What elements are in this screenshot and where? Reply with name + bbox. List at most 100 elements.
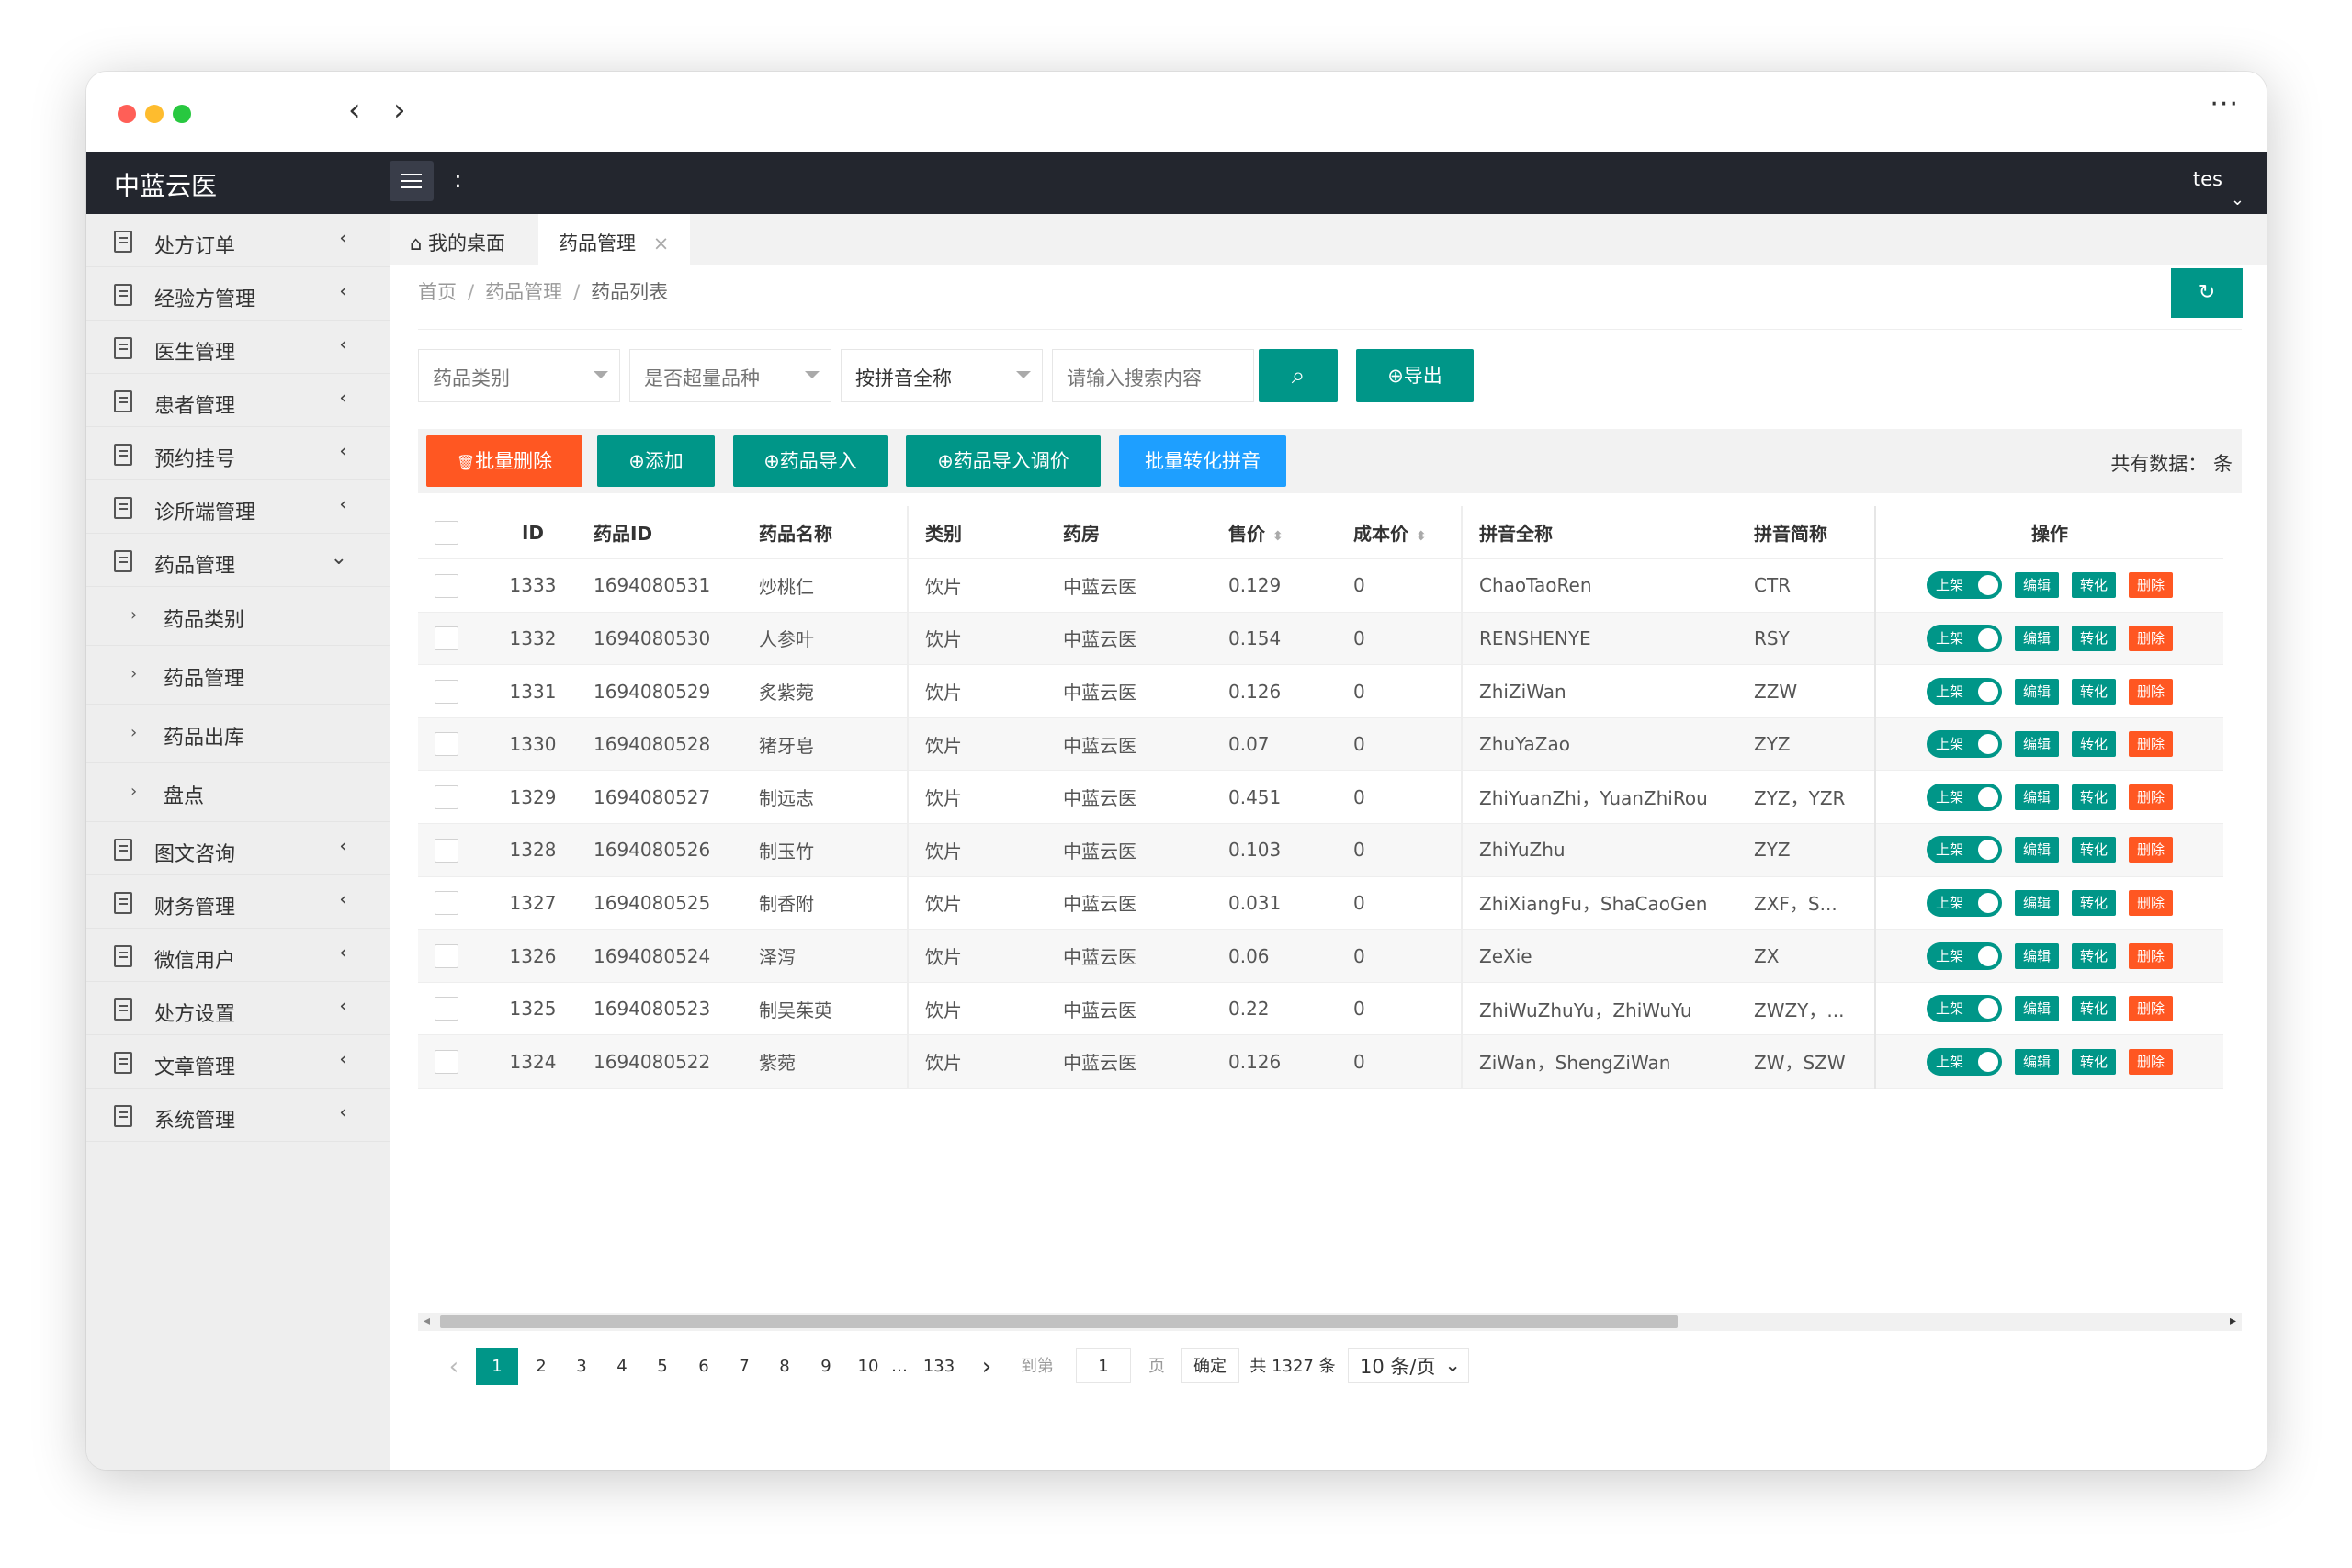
import-button[interactable]: ⊕药品导入 xyxy=(733,435,888,487)
sidebar-item-clinic-management[interactable]: 诊所端管理 ‹ xyxy=(86,480,390,534)
delete-button[interactable]: 删除 xyxy=(2129,731,2174,758)
header-category[interactable]: 类别 xyxy=(907,506,1046,560)
on-shelf-toggle[interactable]: 上架 xyxy=(1926,783,2002,811)
page-link[interactable]: 10 xyxy=(857,1357,879,1376)
edit-button[interactable]: 编辑 xyxy=(2014,625,2059,651)
page-link[interactable]: 5 xyxy=(657,1357,668,1376)
on-shelf-toggle[interactable]: 上架 xyxy=(1926,942,2002,970)
export-button[interactable]: ⊕导出 xyxy=(1356,349,1474,402)
convert-button[interactable]: 转化 xyxy=(2071,837,2116,863)
edit-button[interactable]: 编辑 xyxy=(2014,784,2059,810)
page-size-select[interactable]: 10 条/页 ⌄ xyxy=(1348,1348,1469,1383)
page-link[interactable]: 8 xyxy=(779,1357,790,1376)
delete-button[interactable]: 删除 xyxy=(2129,889,2174,916)
breadcrumb-home[interactable]: 首页 xyxy=(418,281,457,303)
header-drug-id[interactable]: 药品ID xyxy=(577,506,742,560)
convert-button[interactable]: 转化 xyxy=(2071,678,2116,705)
delete-button[interactable]: 删除 xyxy=(2129,678,2174,705)
delete-button[interactable]: 删除 xyxy=(2129,1048,2174,1075)
header-cost[interactable]: 成本价 ⬍ xyxy=(1337,506,1462,560)
category-select[interactable]: 药品类别 xyxy=(418,349,620,402)
prev-page-icon[interactable]: ‹ xyxy=(448,1353,459,1381)
forward-arrow-icon[interactable]: › xyxy=(393,92,406,129)
scroll-left-icon[interactable]: ◂ xyxy=(424,1314,431,1328)
delete-button[interactable]: 删除 xyxy=(2129,784,2174,810)
edit-button[interactable]: 编辑 xyxy=(2014,942,2059,969)
more-options-icon[interactable]: ··· xyxy=(2210,88,2239,120)
edit-button[interactable]: 编辑 xyxy=(2014,731,2059,758)
sidebar-subitem-inventory[interactable]: › 盘点 xyxy=(86,763,390,822)
row-checkbox[interactable] xyxy=(418,1034,489,1089)
edit-button[interactable]: 编辑 xyxy=(2014,889,2059,916)
page-link[interactable]: 9 xyxy=(820,1357,831,1376)
page-current[interactable]: 1 xyxy=(476,1348,518,1385)
page-link[interactable]: 7 xyxy=(739,1357,750,1376)
on-shelf-toggle[interactable]: 上架 xyxy=(1926,888,2002,917)
next-page-icon[interactable]: › xyxy=(981,1353,992,1381)
batch-delete-button[interactable]: 🗑批量删除 xyxy=(426,435,582,487)
header-pinyin-short[interactable]: 拼音简称 xyxy=(1737,506,1875,560)
header-drug-name[interactable]: 药品名称 xyxy=(742,506,908,560)
scrollbar-thumb[interactable] xyxy=(440,1315,1678,1328)
header-pinyin-full[interactable]: 拼音全称 xyxy=(1461,506,1737,560)
header-pharmacy[interactable]: 药房 xyxy=(1046,506,1212,560)
page-link-last[interactable]: 133 xyxy=(922,1357,956,1376)
convert-button[interactable]: 转化 xyxy=(2071,942,2116,969)
horizontal-scrollbar[interactable]: ◂ ▸ xyxy=(418,1313,2242,1331)
edit-button[interactable]: 编辑 xyxy=(2014,1048,2059,1075)
convert-button[interactable]: 转化 xyxy=(2071,889,2116,916)
row-checkbox[interactable] xyxy=(418,876,489,931)
close-window-dot[interactable] xyxy=(118,105,136,123)
maximize-window-dot[interactable] xyxy=(173,105,191,123)
sidebar-item-prescription-orders[interactable]: 处方订单 ‹ xyxy=(86,214,390,267)
sidebar-subitem-drug-category[interactable]: › 药品类别 xyxy=(86,587,390,646)
on-shelf-toggle[interactable]: 上架 xyxy=(1926,677,2002,705)
page-link[interactable]: 6 xyxy=(698,1357,709,1376)
overdose-select[interactable]: 是否超量品种 xyxy=(629,349,831,402)
sidebar-item-system[interactable]: 系统管理 ‹ xyxy=(86,1089,390,1142)
sort-icon[interactable]: ⬍ xyxy=(1272,529,1283,545)
back-arrow-icon[interactable]: ‹ xyxy=(348,92,361,129)
on-shelf-toggle[interactable]: 上架 xyxy=(1926,995,2002,1023)
search-input[interactable]: 请输入搜索内容 xyxy=(1052,349,1254,402)
convert-button[interactable]: 转化 xyxy=(2071,731,2116,758)
minimize-window-dot[interactable] xyxy=(145,105,164,123)
row-checkbox[interactable] xyxy=(418,823,489,877)
edit-button[interactable]: 编辑 xyxy=(2014,572,2059,599)
convert-button[interactable]: 转化 xyxy=(2071,784,2116,810)
search-mode-select[interactable]: 按拼音全称 xyxy=(841,349,1043,402)
sidebar-item-appointments[interactable]: 预约挂号 ‹ xyxy=(86,427,390,480)
convert-button[interactable]: 转化 xyxy=(2071,1048,2116,1075)
on-shelf-toggle[interactable]: 上架 xyxy=(1926,1047,2002,1076)
convert-button[interactable]: 转化 xyxy=(2071,572,2116,599)
add-button[interactable]: ⊕添加 xyxy=(597,435,715,487)
sort-icon[interactable]: ⬍ xyxy=(1416,529,1427,545)
user-name[interactable]: tes xyxy=(2192,168,2222,190)
row-checkbox[interactable] xyxy=(418,664,489,718)
sidebar-item-articles[interactable]: 文章管理 ‹ xyxy=(86,1035,390,1089)
select-all-checkbox[interactable] xyxy=(418,506,489,560)
search-button[interactable]: ⌕ xyxy=(1259,349,1338,402)
goto-page-input[interactable]: 1 xyxy=(1076,1348,1131,1383)
sidebar-item-doctors[interactable]: 医生管理 ‹ xyxy=(86,321,390,374)
delete-button[interactable]: 删除 xyxy=(2129,837,2174,863)
delete-button[interactable]: 删除 xyxy=(2129,996,2174,1022)
delete-button[interactable]: 删除 xyxy=(2129,625,2174,651)
tab-my-desktop[interactable]: ⌂ 我的桌面 xyxy=(410,214,548,265)
row-checkbox[interactable] xyxy=(418,558,489,613)
row-checkbox[interactable] xyxy=(418,929,489,983)
sidebar-item-consultation[interactable]: 图文咨询 ‹ xyxy=(86,822,390,875)
sidebar-item-drug-management[interactable]: 药品管理 ⌄ xyxy=(86,534,390,587)
sidebar-item-finance[interactable]: 财务管理 ‹ xyxy=(86,875,390,929)
breadcrumb-drug-management[interactable]: 药品管理 xyxy=(485,281,563,303)
on-shelf-toggle[interactable]: 上架 xyxy=(1926,730,2002,759)
on-shelf-toggle[interactable]: 上架 xyxy=(1926,624,2002,652)
page-link[interactable]: 2 xyxy=(536,1357,547,1376)
edit-button[interactable]: 编辑 xyxy=(2014,678,2059,705)
page-link[interactable]: 4 xyxy=(616,1357,628,1376)
edit-button[interactable]: 编辑 xyxy=(2014,996,2059,1022)
goto-confirm-button[interactable]: 确定 xyxy=(1181,1348,1239,1383)
sidebar-subitem-drug-management[interactable]: › 药品管理 xyxy=(86,646,390,705)
sidebar-item-prescription-settings[interactable]: 处方设置 ‹ xyxy=(86,982,390,1035)
refresh-button[interactable]: ↻ xyxy=(2171,268,2243,318)
